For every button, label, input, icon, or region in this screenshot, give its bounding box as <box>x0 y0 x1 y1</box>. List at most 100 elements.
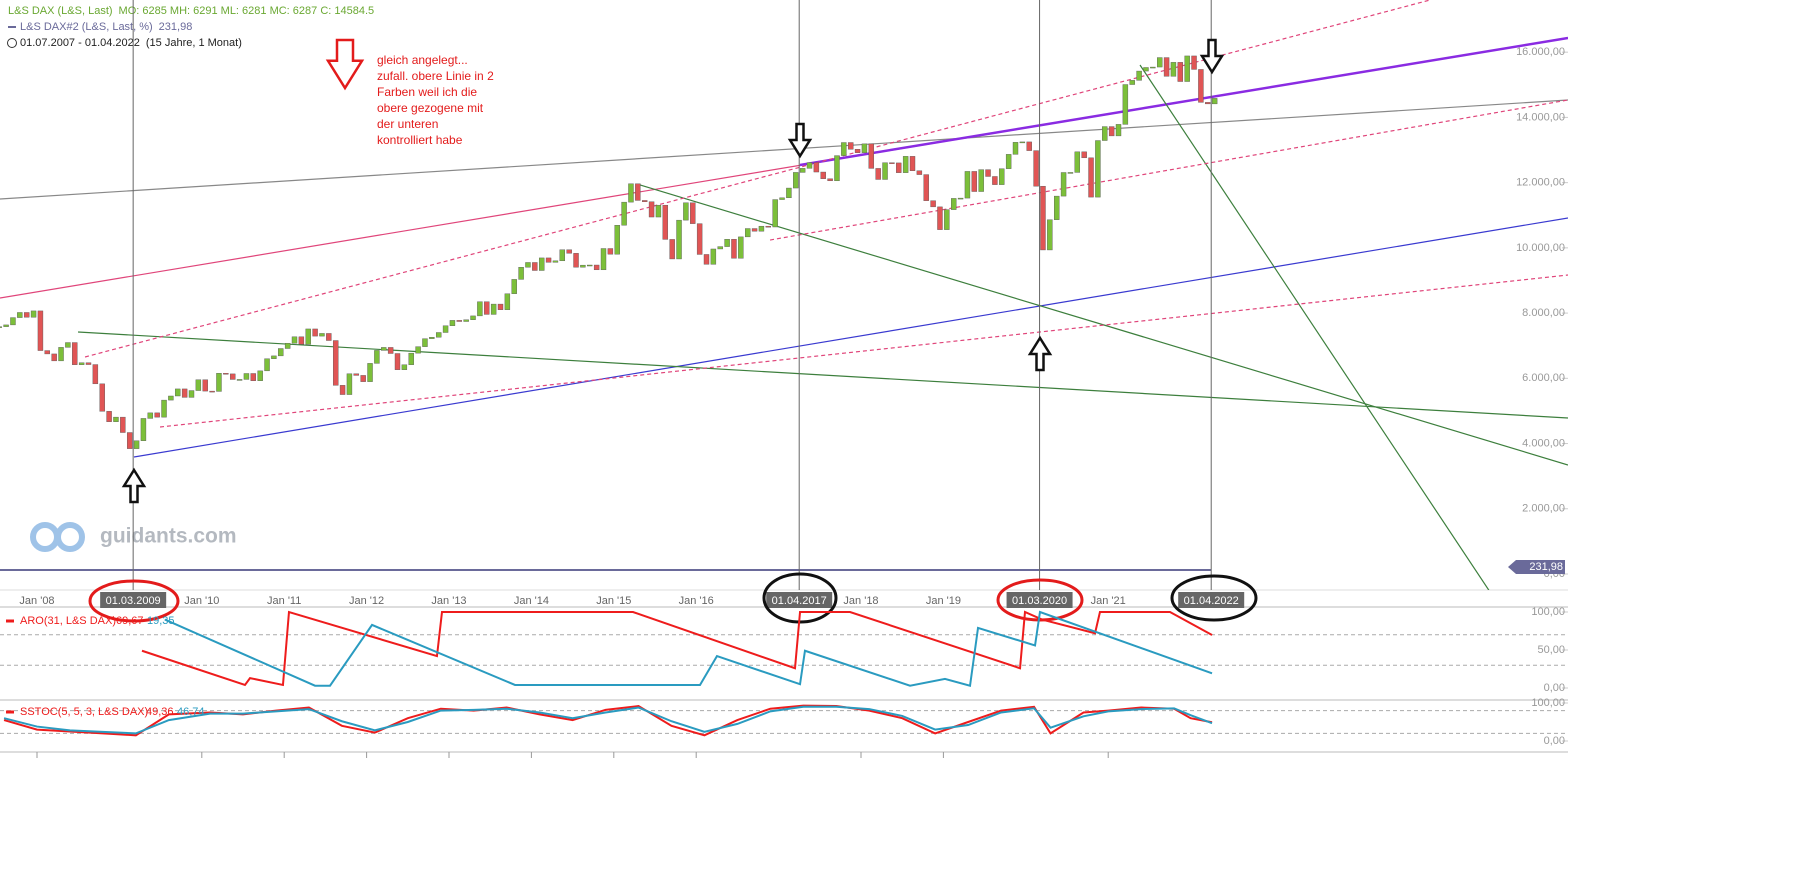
candle <box>1157 57 1163 68</box>
y-tick-label: 0,00 <box>1544 682 1565 694</box>
candle <box>717 246 723 250</box>
candle <box>696 223 703 255</box>
y-tick-label: 100,00 <box>1531 606 1565 618</box>
candle <box>813 162 820 173</box>
y-tick-label: 6.000,00 <box>1522 372 1565 384</box>
clock-icon <box>7 38 17 48</box>
marker-box <box>100 592 167 608</box>
trend-line <box>799 36 1568 167</box>
indicator-line <box>3 705 1213 735</box>
candle <box>484 301 490 315</box>
candle <box>580 264 586 268</box>
candle <box>587 264 593 267</box>
candle <box>820 171 826 179</box>
marker-label: 01.03.2009 <box>106 595 161 607</box>
x-tick-label: Jan '18 <box>843 595 878 607</box>
annotation-text: kontrolliert habe <box>377 133 463 147</box>
candle <box>902 156 909 173</box>
candle <box>216 373 222 392</box>
candle <box>271 355 277 359</box>
candle <box>1095 140 1101 198</box>
candle <box>1102 126 1108 141</box>
candle <box>17 312 23 318</box>
candle <box>745 228 751 238</box>
candle <box>532 262 538 271</box>
trend-line <box>769 99 1568 241</box>
candle <box>875 168 881 180</box>
dax2-label: 231,98 <box>1529 561 1563 573</box>
candle <box>175 388 181 397</box>
candle <box>614 225 620 255</box>
candle <box>339 385 346 395</box>
candle <box>566 249 572 254</box>
candle <box>889 162 895 164</box>
candle <box>23 312 30 318</box>
candle <box>683 202 689 221</box>
y-tick-label: 10.000,00 <box>1516 242 1565 254</box>
candle <box>1054 195 1060 220</box>
candle <box>284 342 291 349</box>
candle <box>1205 102 1211 105</box>
candle <box>99 383 105 412</box>
candle <box>957 197 964 200</box>
candle <box>394 353 401 370</box>
candle <box>278 348 284 357</box>
candle <box>779 197 785 200</box>
marker-box <box>1178 592 1245 608</box>
candle <box>1033 150 1039 187</box>
candle <box>0 326 2 328</box>
candle <box>1191 55 1197 70</box>
y-tick-label: 2.000,00 <box>1522 503 1565 515</box>
candle <box>552 260 559 263</box>
indicator-value: 46,74 <box>177 706 205 718</box>
marker-box <box>1006 592 1073 608</box>
logo-text: guidants.com <box>100 525 237 548</box>
candle <box>799 168 806 173</box>
x-tick-label: Jan '10 <box>184 595 219 607</box>
trend-line <box>639 184 1568 466</box>
arrow <box>325 38 365 91</box>
candle <box>710 248 717 265</box>
candle <box>1136 70 1142 81</box>
y-tick-label: 8.000,00 <box>1522 307 1565 319</box>
candle <box>1005 154 1012 169</box>
candle <box>676 219 682 260</box>
candle <box>195 379 202 391</box>
candle <box>765 225 772 228</box>
candle <box>319 333 325 337</box>
legend-series2: L&S DAX#2 (L&S, Last, %) 231,98 <box>20 21 192 33</box>
x-tick-label: Jan '14 <box>514 595 549 607</box>
candle <box>1040 185 1046 251</box>
trend-line <box>84 0 1431 358</box>
candle <box>930 200 936 208</box>
candle <box>126 432 133 449</box>
candle <box>985 169 991 177</box>
annotation-text: obere gezogene mit <box>377 101 484 115</box>
candle <box>525 262 531 268</box>
indicator-label: SSTOC(5, 5, 3, L&S DAX) <box>20 706 148 718</box>
candle <box>30 310 37 318</box>
candle <box>65 342 71 348</box>
trend-line <box>1139 64 1490 590</box>
candle <box>490 303 497 315</box>
candle <box>133 440 140 449</box>
annotation-text: der unteren <box>377 117 438 131</box>
candle <box>181 388 188 398</box>
candle <box>120 416 126 433</box>
candle <box>992 176 998 185</box>
candle <box>1177 62 1184 82</box>
y-tick-label: 100,00 <box>1531 697 1565 709</box>
candle <box>188 390 195 398</box>
trend-line <box>159 274 1568 428</box>
candle <box>106 411 112 422</box>
x-tick-label: Jan '16 <box>679 595 714 607</box>
candle <box>477 301 483 317</box>
candle <box>1019 141 1026 144</box>
candle <box>861 143 868 153</box>
marker-box <box>766 592 833 608</box>
candle <box>1184 55 1190 82</box>
candle <box>758 225 765 232</box>
candle <box>147 412 153 419</box>
indicator-value: 69,67 <box>116 615 144 627</box>
